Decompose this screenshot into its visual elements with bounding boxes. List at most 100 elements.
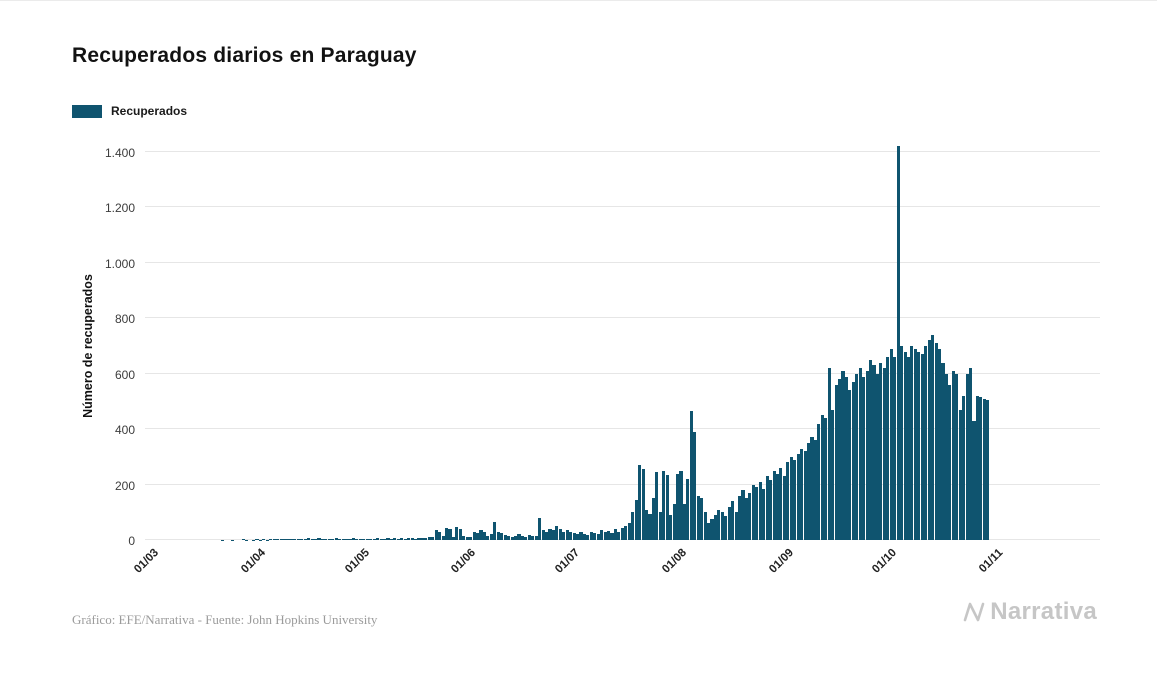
bar bbox=[434, 530, 438, 540]
bar bbox=[424, 537, 428, 540]
bar bbox=[927, 340, 931, 540]
bar bbox=[282, 539, 287, 540]
bar bbox=[334, 538, 338, 540]
top-divider bbox=[0, 0, 1157, 1]
bar bbox=[727, 506, 731, 540]
bar bbox=[879, 362, 883, 540]
bar bbox=[317, 538, 321, 540]
bar bbox=[665, 474, 669, 540]
bar bbox=[865, 370, 869, 540]
bar bbox=[758, 481, 762, 540]
bar bbox=[603, 532, 607, 540]
legend: Recuperados bbox=[72, 104, 187, 118]
y-axis-tick-label: 1.000 bbox=[104, 256, 135, 271]
y-axis-tick-label: 400 bbox=[114, 423, 135, 438]
bar bbox=[800, 448, 804, 540]
bar bbox=[869, 359, 873, 540]
legend-swatch bbox=[72, 104, 102, 118]
bar bbox=[613, 529, 618, 540]
bar bbox=[886, 357, 890, 540]
bar bbox=[762, 488, 766, 540]
bar bbox=[331, 538, 335, 540]
bar bbox=[651, 498, 655, 540]
bar bbox=[558, 529, 562, 540]
bar bbox=[924, 346, 928, 540]
bar bbox=[655, 472, 659, 540]
y-axis-tick-label: 800 bbox=[114, 312, 135, 327]
bar bbox=[520, 536, 524, 540]
bar bbox=[982, 398, 986, 540]
bar bbox=[831, 409, 835, 540]
bar bbox=[955, 373, 959, 540]
bar bbox=[589, 531, 593, 540]
bar bbox=[820, 415, 824, 540]
bar bbox=[713, 515, 717, 540]
bar bbox=[937, 348, 942, 540]
bar bbox=[393, 538, 397, 540]
bar bbox=[896, 146, 900, 540]
bar bbox=[289, 539, 293, 540]
bar bbox=[462, 535, 466, 540]
bar bbox=[720, 512, 724, 540]
bar bbox=[796, 454, 800, 540]
bar bbox=[562, 531, 566, 540]
bar bbox=[438, 531, 442, 540]
bar bbox=[538, 517, 542, 540]
bar bbox=[324, 539, 328, 540]
bar bbox=[717, 509, 721, 540]
gridline bbox=[145, 317, 1100, 319]
bar bbox=[593, 533, 597, 540]
chart-title: Recuperados diarios en Paraguay bbox=[72, 44, 417, 67]
bar bbox=[355, 538, 359, 540]
bar bbox=[882, 368, 886, 540]
bar bbox=[910, 346, 914, 540]
gridline bbox=[145, 483, 1100, 485]
bar bbox=[293, 539, 297, 540]
bar bbox=[817, 423, 821, 540]
bar bbox=[410, 538, 414, 540]
bar bbox=[772, 470, 776, 540]
y-axis-tick-label: 0 bbox=[128, 534, 135, 548]
bar bbox=[400, 538, 404, 540]
bar bbox=[769, 480, 773, 540]
bar bbox=[900, 346, 904, 540]
bar bbox=[503, 535, 507, 540]
bar bbox=[296, 538, 300, 540]
bar bbox=[534, 536, 538, 540]
bar bbox=[555, 526, 559, 540]
bar bbox=[824, 418, 828, 540]
bar bbox=[638, 464, 642, 540]
bar bbox=[445, 527, 449, 540]
bar bbox=[903, 351, 907, 540]
bar bbox=[469, 536, 473, 540]
bar bbox=[958, 409, 962, 540]
bar bbox=[620, 527, 624, 540]
bar bbox=[372, 538, 376, 540]
bar bbox=[827, 368, 831, 540]
y-axis-tick-label: 200 bbox=[114, 478, 135, 493]
bar bbox=[551, 530, 555, 540]
bar bbox=[693, 431, 697, 540]
bar bbox=[962, 395, 966, 540]
narrativa-logo: Narrativa bbox=[961, 598, 1097, 626]
bar bbox=[941, 362, 945, 540]
bar bbox=[889, 348, 893, 540]
bar bbox=[441, 536, 445, 540]
bar bbox=[548, 528, 552, 540]
bar bbox=[455, 526, 459, 540]
bar bbox=[617, 531, 621, 540]
bar bbox=[510, 536, 514, 540]
bar bbox=[669, 515, 673, 540]
bar bbox=[489, 534, 493, 540]
bar bbox=[610, 532, 614, 540]
bar bbox=[272, 539, 276, 540]
plot-area: 0 200 400 600 800 1.000 1.200 1.400 01/03 01/04 01… bbox=[105, 146, 1100, 576]
bar bbox=[369, 538, 373, 540]
bar bbox=[600, 530, 604, 540]
bar bbox=[803, 451, 807, 540]
bar bbox=[875, 373, 880, 540]
narrativa-logo-icon bbox=[961, 599, 987, 625]
bar bbox=[748, 492, 752, 540]
bar bbox=[806, 443, 811, 540]
